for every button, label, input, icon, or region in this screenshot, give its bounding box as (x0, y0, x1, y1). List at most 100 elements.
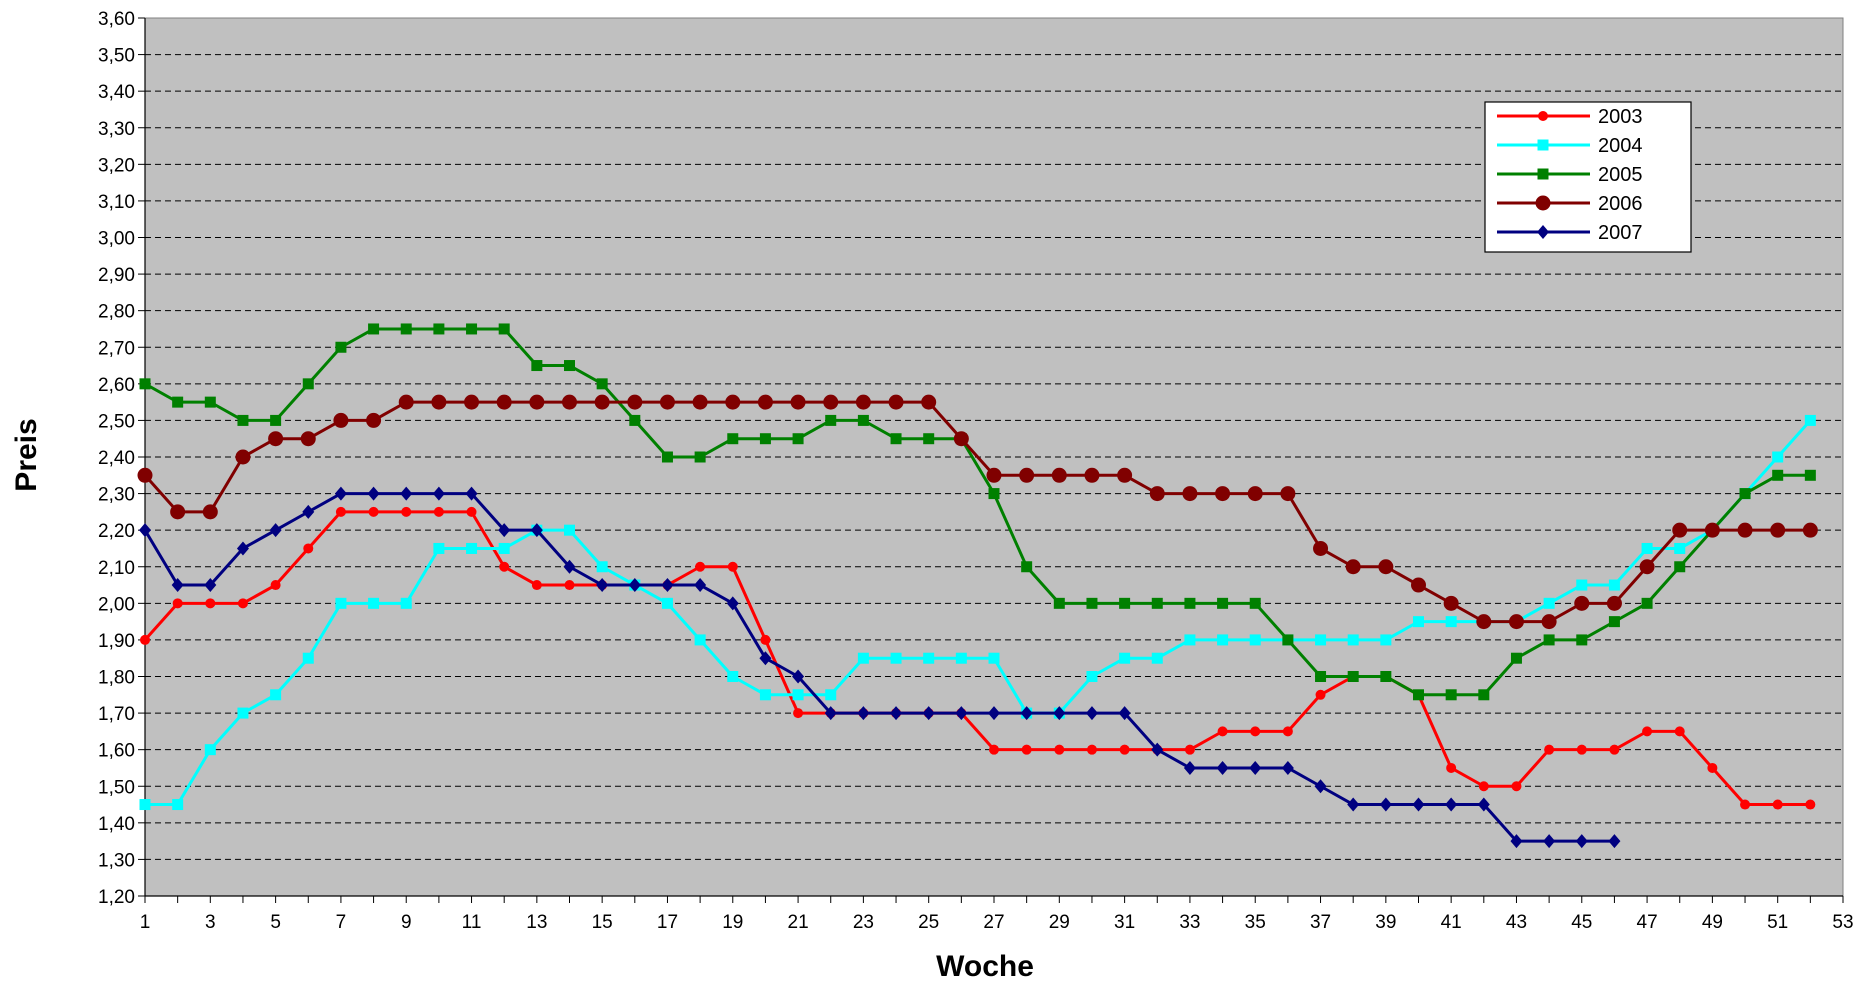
x-tick-label: 19 (722, 912, 743, 933)
data-point (498, 523, 511, 538)
data-point (1641, 542, 1653, 554)
data-point (302, 652, 314, 664)
legend-item-2006: 2006 (1497, 193, 1643, 215)
data-point (205, 598, 216, 609)
x-tick-label: 29 (1049, 912, 1070, 933)
data-point (1477, 797, 1490, 812)
data-point (1511, 781, 1522, 792)
data-point (170, 504, 186, 520)
data-point (171, 578, 184, 593)
y-tick-label: 3,40 (98, 82, 135, 103)
data-point (695, 561, 706, 572)
data-point (1508, 614, 1524, 630)
data-point (727, 561, 738, 572)
data-point (1184, 597, 1196, 609)
legend-box (1484, 101, 1692, 253)
data-point (335, 597, 347, 609)
legend-swatch-marker (1537, 168, 1549, 180)
data-point (986, 467, 1002, 483)
data-point (1347, 671, 1359, 682)
y-tick-label: 3,20 (98, 155, 135, 176)
data-point (594, 394, 610, 410)
data-point (1478, 689, 1490, 701)
data-point (237, 414, 249, 426)
data-point (204, 578, 217, 593)
data-point (596, 578, 609, 593)
y-tick-label: 3,00 (98, 229, 135, 250)
data-point (268, 431, 284, 447)
data-point (367, 486, 380, 501)
data-point (140, 634, 150, 645)
data-point (432, 486, 445, 501)
data-point (139, 799, 151, 811)
data-point (1606, 595, 1622, 611)
data-point (1086, 744, 1097, 755)
x-tick-label: 41 (1441, 912, 1462, 933)
data-point (1772, 451, 1784, 463)
data-point (1021, 744, 1032, 755)
data-point (172, 396, 184, 408)
series-line-2006 (143, 400, 1811, 624)
data-point (368, 597, 380, 609)
data-point (1544, 744, 1555, 755)
data-point (270, 580, 281, 591)
data-point (825, 414, 837, 426)
data-point (202, 504, 218, 520)
data-point (303, 543, 314, 554)
data-point (333, 412, 349, 428)
data-point (1184, 634, 1196, 646)
legend-item-2003: 2003 (1497, 106, 1643, 128)
data-point (139, 523, 151, 538)
data-point (692, 394, 708, 410)
y-tick-label: 2,10 (98, 558, 135, 579)
data-point (1704, 522, 1720, 538)
data-point (694, 578, 707, 593)
x-tick-label: 43 (1506, 912, 1527, 933)
data-point (1510, 652, 1522, 664)
legend-item-2004: 2004 (1497, 135, 1643, 157)
data-point (1151, 742, 1164, 757)
data-point (1217, 726, 1228, 737)
data-point (1674, 542, 1686, 554)
data-point (368, 323, 380, 335)
data-point (955, 652, 967, 664)
data-point (629, 414, 641, 426)
x-tick-label: 11 (462, 912, 482, 933)
data-point (1476, 614, 1492, 630)
y-tick-label: 2,50 (98, 411, 135, 432)
data-point (563, 559, 576, 574)
data-point (1315, 689, 1326, 700)
data-point (757, 394, 773, 410)
y-tick-label: 3,50 (98, 46, 135, 67)
data-point (465, 486, 478, 501)
data-point (529, 394, 545, 410)
data-point (989, 744, 999, 755)
data-point (366, 412, 382, 428)
data-point (531, 360, 543, 372)
x-tick-label: 17 (657, 912, 678, 933)
data-point (661, 451, 673, 463)
x-tick-label: 37 (1310, 912, 1331, 933)
y-tick-labels: 1,20 1,30 1,40 1,50 1,60 1,70 1,80 1,90 2,00 2,10… (98, 9, 135, 908)
data-point (923, 433, 935, 445)
data-point (564, 524, 575, 536)
y-axis-title: Preis (10, 418, 43, 491)
data-point (759, 433, 771, 445)
data-point (955, 706, 968, 721)
data-point (270, 689, 282, 701)
y-tick-label: 1,30 (98, 850, 135, 871)
data-point (1445, 689, 1457, 701)
data-point (890, 433, 902, 445)
data-point (857, 414, 869, 426)
x-axis-title: Woche (936, 950, 1034, 983)
data-point (1674, 726, 1685, 737)
y-tick-label: 2,30 (98, 485, 135, 506)
data-point (300, 431, 316, 447)
data-point (1086, 671, 1098, 682)
data-point (1084, 467, 1100, 483)
data-point (759, 651, 772, 666)
data-point (1707, 762, 1718, 773)
y-tick-label: 1,80 (98, 668, 135, 689)
data-point (1151, 652, 1163, 664)
